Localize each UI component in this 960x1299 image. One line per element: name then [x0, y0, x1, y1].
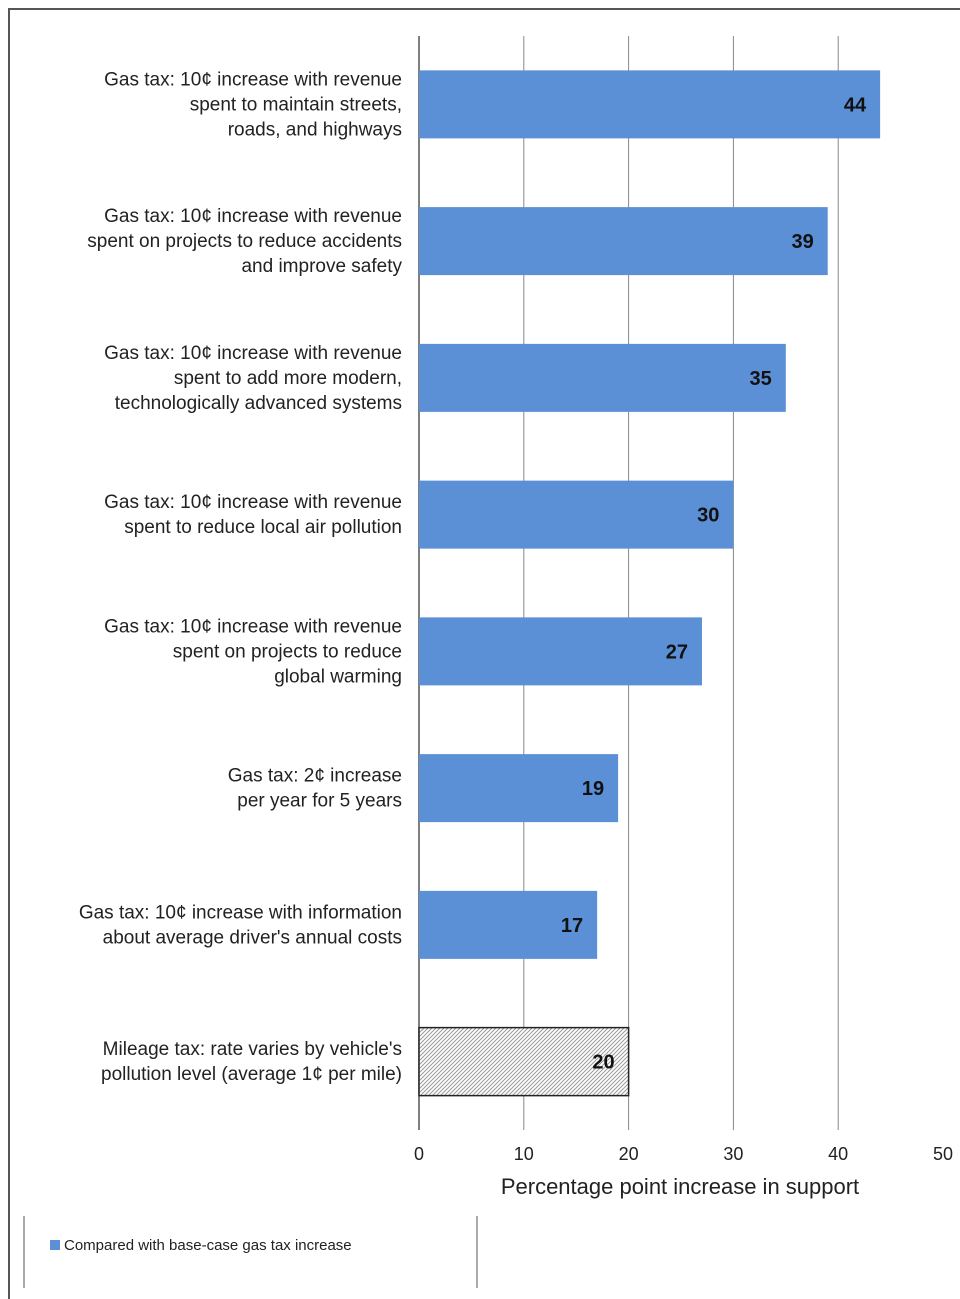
category-label-line: spent on projects to reduce	[173, 641, 402, 662]
bar	[419, 207, 828, 276]
legend: Compared with base-case gas tax increase	[23, 1216, 478, 1288]
category-label: Mileage tax: rate varies by vehicle's pol…	[101, 1039, 402, 1085]
chart-frame	[8, 8, 960, 1299]
legend-swatch	[50, 1240, 60, 1250]
category-label: Gas tax: 10¢ increase with revenue spent …	[87, 206, 402, 277]
category-label: Gas tax: 2¢ increase per year for 5 years	[228, 766, 402, 812]
bar-value-label: 17	[561, 915, 583, 937]
x-axis-title: Percentage point increase in support	[501, 1174, 859, 1199]
bar-value-label: 20	[592, 1052, 614, 1074]
bar	[419, 70, 881, 139]
category-label-line: Gas tax: 10¢ increase with revenue	[104, 343, 402, 364]
category-label-line: technologically advanced systems	[115, 393, 402, 414]
bar	[419, 343, 786, 412]
category-label-line: and improve safety	[241, 256, 402, 277]
x-axis-ticks: 0 10 20 30 40 50	[414, 1144, 953, 1164]
bar	[419, 754, 619, 823]
bar	[418, 1026, 630, 1097]
value-labels: 44 39 35 30 27 19 17 20	[561, 94, 867, 1073]
category-label-line: Gas tax: 10¢ increase with revenue	[104, 69, 402, 90]
category-label-line: Mileage tax: rate varies by vehicle's	[103, 1039, 402, 1060]
category-label-line: spent on projects to reduce accidents	[87, 231, 402, 252]
category-label-line: Gas tax: 10¢ increase with information	[79, 902, 402, 923]
category-label: Gas tax: 10¢ increase with revenue spent …	[104, 492, 402, 538]
bar-value-label: 27	[666, 641, 688, 663]
category-label-line: pollution level (average 1¢ per mile)	[101, 1064, 402, 1085]
bar	[419, 617, 702, 686]
x-tick-label: 50	[933, 1144, 953, 1164]
x-tick-label: 30	[723, 1144, 743, 1164]
bars	[418, 70, 881, 1097]
gridlines	[418, 36, 839, 1130]
category-label-line: global warming	[274, 666, 402, 687]
category-label-line: spent to maintain streets,	[190, 94, 402, 115]
category-label-line: spent to add more modern,	[174, 368, 402, 389]
bar-value-label: 35	[750, 368, 772, 390]
category-label-line: spent to reduce local air pollution	[124, 517, 402, 538]
x-tick-label: 10	[514, 1144, 534, 1164]
category-label: Gas tax: 10¢ increase with information ab…	[79, 902, 402, 948]
category-labels: Gas tax: 10¢ increase with revenue spent …	[79, 69, 403, 1085]
category-label-line: Gas tax: 2¢ increase	[228, 766, 402, 787]
bar-value-label: 30	[697, 505, 719, 527]
category-label-line: per year for 5 years	[237, 791, 402, 812]
legend-label: Compared with base-case gas tax increase	[64, 1237, 352, 1254]
bar	[419, 480, 734, 549]
x-tick-label: 0	[414, 1144, 424, 1164]
category-label-line: about average driver's annual costs	[103, 927, 402, 948]
bar	[419, 890, 598, 959]
x-tick-label: 20	[619, 1144, 639, 1164]
category-label-line: roads, and highways	[228, 119, 402, 140]
bar-value-label: 19	[582, 778, 604, 800]
x-tick-label: 40	[828, 1144, 848, 1164]
bar-value-label: 39	[791, 231, 813, 253]
category-label: Gas tax: 10¢ increase with revenue spent …	[104, 616, 402, 687]
category-label-line: Gas tax: 10¢ increase with revenue	[104, 206, 402, 227]
category-label-line: Gas tax: 10¢ increase with revenue	[104, 616, 402, 637]
category-label-line: Gas tax: 10¢ increase with revenue	[104, 492, 402, 513]
category-label: Gas tax: 10¢ increase with revenue spent …	[104, 69, 402, 140]
bar-value-label: 44	[844, 94, 867, 116]
category-label: Gas tax: 10¢ increase with revenue spent …	[104, 343, 402, 414]
